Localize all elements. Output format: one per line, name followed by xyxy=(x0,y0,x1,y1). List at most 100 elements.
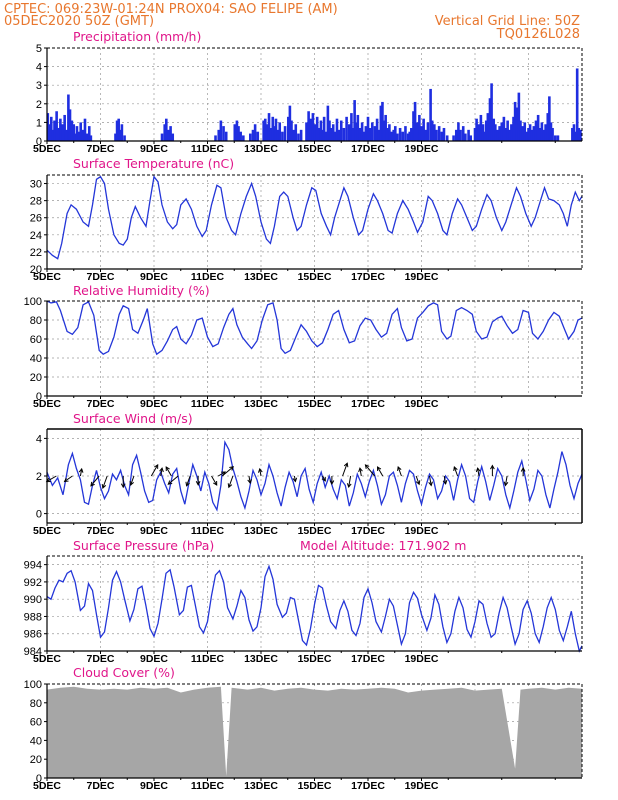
wind-arrow xyxy=(167,475,179,485)
x-tick-label: 7DEC xyxy=(86,525,114,537)
wind-arrow xyxy=(359,468,362,477)
precip-bar xyxy=(292,129,295,141)
precip-bar xyxy=(364,126,368,141)
panel-2: 20 22 24 26 28 30 5DEC 7DEC 9DEC 11DEC 13DEC 15DEC 1… xyxy=(30,156,583,283)
precip-bar xyxy=(475,118,478,141)
wind-arrowhead xyxy=(428,481,433,487)
wind-arrowhead xyxy=(247,479,252,485)
precip-bar xyxy=(398,127,402,141)
precip-bar xyxy=(115,120,119,141)
precip-bar xyxy=(350,113,353,141)
precip-bar xyxy=(53,120,56,141)
precip-bar xyxy=(305,122,308,141)
x-tick-label: 15DEC xyxy=(298,653,332,665)
panel-title: Surface Wind (m/s) xyxy=(73,411,193,426)
wind-arrow xyxy=(477,468,480,477)
y-tick-label: 2 xyxy=(36,471,42,483)
precip-bar xyxy=(500,122,504,141)
precip-bar xyxy=(281,131,284,141)
precip-bar xyxy=(64,129,68,141)
precip-bar xyxy=(442,127,446,141)
precip-bar xyxy=(75,126,79,141)
precip-bar xyxy=(437,126,441,141)
x-tick-label: 17DEC xyxy=(351,271,385,283)
precip-bar xyxy=(538,127,542,141)
x-tick-label: 9DEC xyxy=(140,271,168,283)
precip-bar xyxy=(506,120,509,141)
x-tick-label: 15DEC xyxy=(298,780,332,792)
x-tick-label: 9DEC xyxy=(140,525,168,537)
precip-bar xyxy=(515,107,519,141)
precip-bar xyxy=(335,118,339,141)
precip-bar xyxy=(171,133,175,141)
precip-bar xyxy=(79,122,83,141)
y-tick-label: 20 xyxy=(30,264,42,276)
precip-bar xyxy=(160,133,164,141)
panel-title: Relative Humidity (%) xyxy=(73,283,210,298)
wind-arrow xyxy=(429,475,432,486)
precip-bar xyxy=(390,131,393,141)
precip-bar xyxy=(59,118,62,141)
precip-bar xyxy=(237,126,240,141)
precip-bar xyxy=(271,116,275,141)
precip-bar xyxy=(299,129,303,141)
precip-bar xyxy=(46,113,50,141)
precip-bar xyxy=(530,129,534,141)
precip-bar xyxy=(319,120,323,141)
wind-arrow xyxy=(102,475,108,489)
precip-bar xyxy=(267,113,271,141)
y-tick-label: 988 xyxy=(24,611,42,623)
precip-bar xyxy=(512,116,515,141)
precip-bar xyxy=(114,133,117,141)
precip-bar xyxy=(169,126,172,141)
precip-bar xyxy=(345,116,348,141)
precip-bar xyxy=(353,100,356,141)
precip-bar xyxy=(457,122,460,141)
precip-bar xyxy=(311,113,315,141)
x-tick-label: 5DEC xyxy=(33,143,61,155)
x-tick-label: 5DEC xyxy=(33,780,61,792)
precip-bar xyxy=(313,124,317,141)
panel-title: Precipitation (mm/h) xyxy=(73,29,201,44)
precip-bar xyxy=(351,127,355,141)
panel-title: Surface Temperature (nC) xyxy=(73,156,234,171)
x-tick-label: 15DEC xyxy=(298,398,332,410)
precip-bar xyxy=(224,131,228,141)
y-tick-label: 30 xyxy=(30,179,42,191)
precip-bar xyxy=(464,133,467,141)
precip-bar xyxy=(486,113,490,141)
wind-arrow xyxy=(248,475,251,484)
y-tick-label: 26 xyxy=(30,213,42,225)
precip-bar xyxy=(401,131,405,141)
precip-bar xyxy=(356,114,360,141)
wind-arrowhead xyxy=(90,481,95,487)
precip-bar xyxy=(513,101,517,141)
precip-bar xyxy=(321,129,324,141)
precip-bar xyxy=(222,126,225,141)
panel-1: 0 1 2 3 4 5 5DEC 7DEC 9DEC 11DEC 13DEC 15DEC 17DEC 19… xyxy=(33,29,583,155)
y-tick-label: 992 xyxy=(24,577,42,589)
precip-bar xyxy=(370,122,374,141)
wind-arrow xyxy=(397,466,402,477)
precip-bar xyxy=(483,131,486,141)
precip-bar xyxy=(63,114,66,141)
precip-bar xyxy=(163,124,166,141)
precip-bar xyxy=(494,124,497,141)
wind-arrow xyxy=(259,468,262,477)
header-station-line: CPTEC: 069:23W-01:24N PROX04: SAO FELIPE… xyxy=(4,2,338,17)
precip-bar xyxy=(527,127,530,141)
precip-bar xyxy=(490,83,493,141)
precip-bar xyxy=(49,116,53,141)
x-tick-label: 13DEC xyxy=(244,271,278,283)
precip-bar xyxy=(502,116,506,141)
wind-arrowhead xyxy=(101,483,107,490)
precip-bar xyxy=(544,124,547,141)
y-tick-label: 20 xyxy=(30,754,42,766)
precip-bar xyxy=(574,131,577,141)
precip-bar xyxy=(360,122,364,141)
precip-bar xyxy=(572,124,576,141)
precip-bar xyxy=(167,129,171,141)
x-tick-label: 15DEC xyxy=(298,271,332,283)
wind-arrow xyxy=(79,468,83,477)
